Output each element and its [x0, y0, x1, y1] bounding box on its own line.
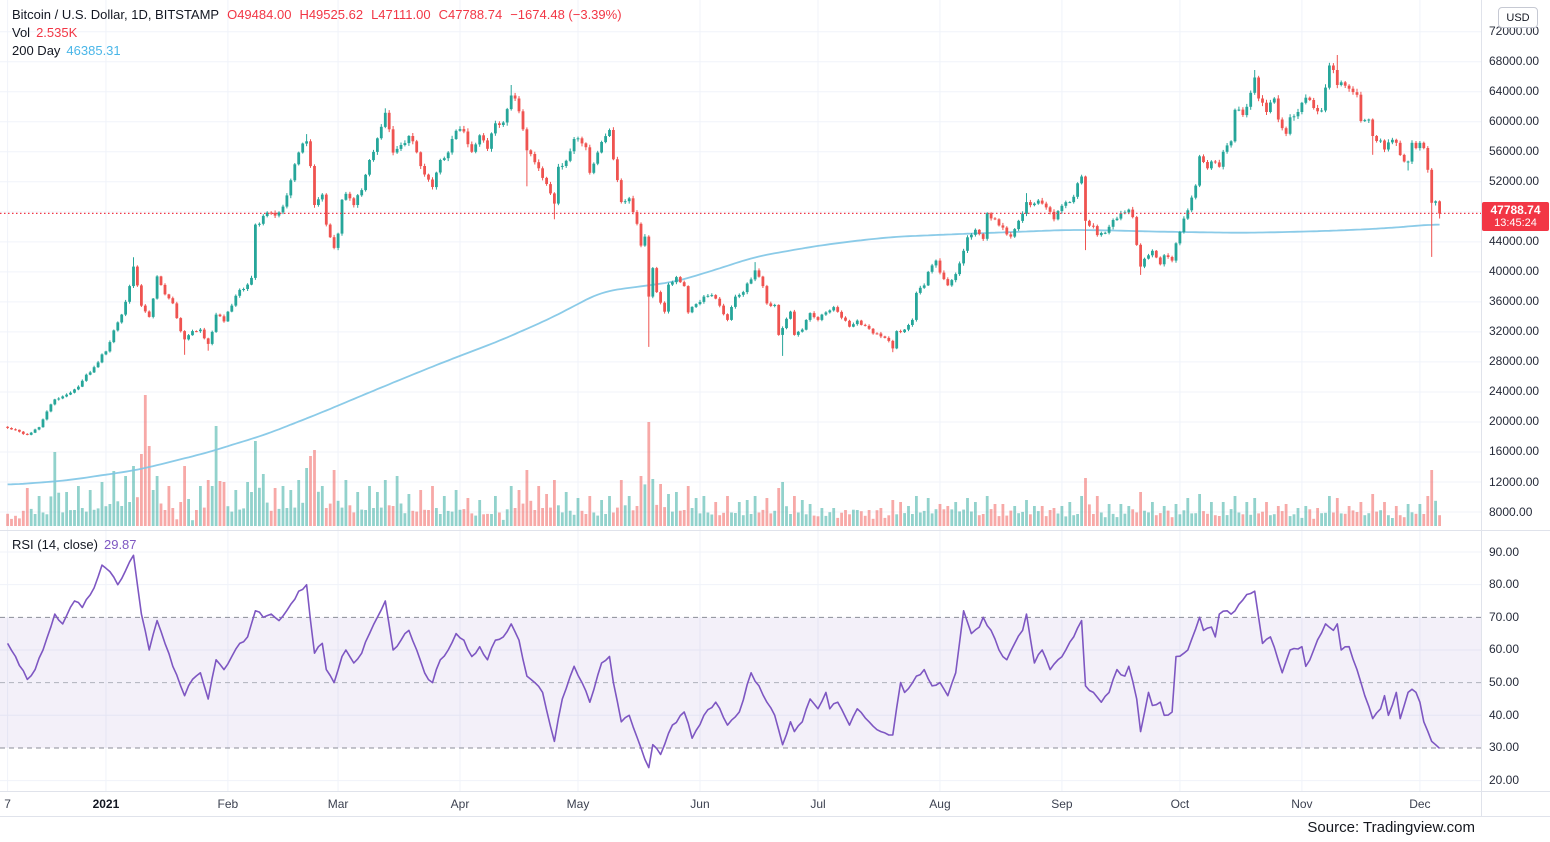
ohlc-open: O49484.00 [227, 7, 292, 22]
rsi-tick-label: 60.00 [1489, 642, 1520, 657]
symbol-legend: Bitcoin / U.S. Dollar, 1D, BITSTAMP O494… [12, 7, 622, 22]
bar-countdown: 13:45:24 [1494, 217, 1537, 229]
time-tick-label: Feb [217, 797, 239, 811]
price-tick-label: 28000.00 [1489, 354, 1540, 369]
last-price-label[interactable]: 47788.74 13:45:24 [1482, 202, 1549, 231]
rsi-tick-label: 50.00 [1489, 675, 1520, 690]
price-tick-label: 52000.00 [1489, 174, 1540, 189]
price-tick-label: 20000.00 [1489, 414, 1540, 429]
price-tick-label: 8000.00 [1489, 504, 1533, 519]
symbol-title[interactable]: Bitcoin / U.S. Dollar, 1D, BITSTAMP [12, 7, 220, 22]
price-tick-label: 24000.00 [1489, 384, 1540, 399]
price-tick-label: 32000.00 [1489, 324, 1540, 339]
price-tick-label: 60000.00 [1489, 114, 1540, 129]
price-tick-label: 64000.00 [1489, 84, 1540, 99]
ohlc-high: H49525.62 [299, 7, 364, 22]
rsi-tick-label: 80.00 [1489, 577, 1520, 592]
time-tick-label: Dec [1409, 797, 1431, 811]
currency-button[interactable]: USD [1498, 7, 1538, 28]
time-tick-label: Mar [327, 797, 349, 811]
price-tick-label: 44000.00 [1489, 234, 1540, 249]
price-tick-label: 12000.00 [1489, 474, 1540, 489]
rsi-legend: RSI (14, close) 29.87 [12, 537, 137, 552]
rsi-tick-label: 40.00 [1489, 707, 1520, 722]
time-tick-label: Aug [929, 797, 951, 811]
rsi-tick-label: 90.00 [1489, 544, 1520, 559]
rsi-label[interactable]: RSI (14, close) [12, 537, 98, 552]
volume-label: Vol [12, 25, 31, 40]
time-tick-label: 7 [4, 797, 11, 811]
rsi-value: 29.87 [103, 537, 137, 552]
source-attribution: Source: Tradingview.com [1307, 819, 1475, 836]
ma200-label: 200 Day [12, 43, 61, 58]
ohlc-change: −1674.48 (−3.39%) [510, 7, 622, 22]
price-tick-label: 68000.00 [1489, 54, 1540, 69]
price-tick-label: 40000.00 [1489, 264, 1540, 279]
ma200-legend: 200 Day 46385.31 [12, 43, 121, 58]
time-tick-label: 2021 [92, 797, 120, 811]
ohlc-close: C47788.74 [438, 7, 503, 22]
last-price-value: 47788.74 [1490, 203, 1541, 217]
ohlc-low: L47111.00 [371, 7, 431, 22]
time-tick-label: Apr [450, 797, 470, 811]
time-tick-label: Oct [1170, 797, 1190, 811]
volume-value: 2.535K [36, 25, 78, 40]
rsi-tick-label: 20.00 [1489, 773, 1520, 788]
time-tick-label: Jun [690, 797, 710, 811]
rsi-tick-label: 70.00 [1489, 609, 1520, 624]
price-tick-label: 16000.00 [1489, 444, 1540, 459]
price-tick-label: 56000.00 [1489, 144, 1540, 159]
price-tick-label: 36000.00 [1489, 294, 1540, 309]
time-tick-label: Nov [1291, 797, 1313, 811]
time-tick-label: Sep [1051, 797, 1073, 811]
volume-legend: Vol 2.535K [12, 25, 77, 40]
ma200-value: 46385.31 [66, 43, 121, 58]
time-tick-label: May [566, 797, 590, 811]
time-tick-label: Jul [810, 797, 826, 811]
rsi-tick-label: 30.00 [1489, 740, 1520, 755]
